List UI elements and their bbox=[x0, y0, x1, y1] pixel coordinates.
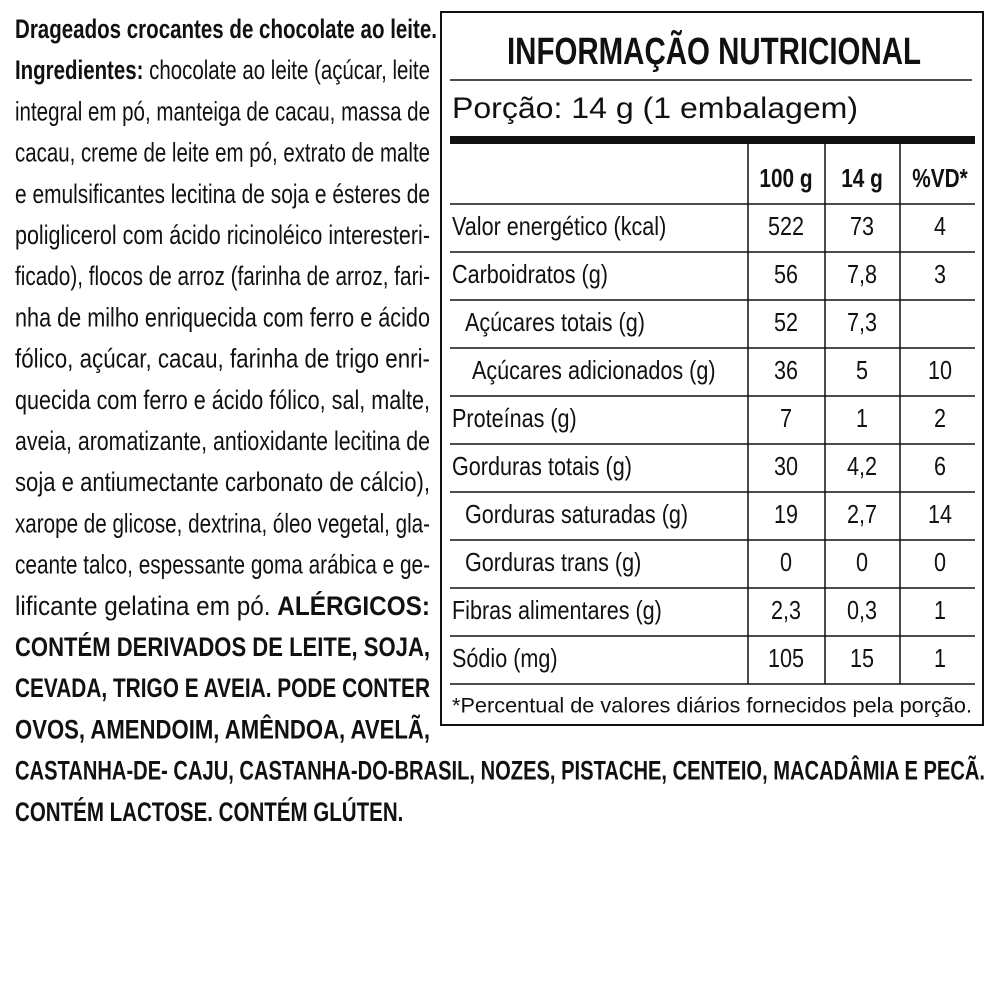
bold-text: CONTÉM LACTOSE. CONTÉM GLÚTEN. bbox=[15, 796, 403, 827]
cell-value: 522 bbox=[768, 211, 804, 241]
cell-value: 52 bbox=[774, 307, 798, 337]
cell-value: 0 bbox=[780, 547, 792, 577]
cell-value: 1 bbox=[934, 595, 946, 625]
ingredient-line: xarope de glicose, dextrina, óleo vegeta… bbox=[15, 509, 430, 539]
ingredient-line: CONTÉM LACTOSE. CONTÉM GLÚTEN. bbox=[15, 796, 403, 827]
body-text: nha de milho enriquecida com ferro e áci… bbox=[15, 303, 430, 333]
cell-value: 7,3 bbox=[847, 307, 877, 337]
body-text: xarope de glicose, dextrina, óleo vegeta… bbox=[15, 509, 430, 539]
body-text: ceante talco, espessante goma arábica e … bbox=[15, 550, 430, 580]
ingredient-line: Ingredientes: chocolate ao leite (açúcar… bbox=[15, 55, 430, 85]
cell-value: 1 bbox=[856, 403, 868, 433]
column-header: 100 g bbox=[759, 163, 812, 193]
cell-value: 0 bbox=[856, 547, 868, 577]
cell-value: 56 bbox=[774, 259, 798, 289]
column-header: 14 g bbox=[841, 163, 883, 193]
ingredient-line: integral em pó, manteiga de cacau, massa… bbox=[15, 97, 430, 127]
cell-value: 36 bbox=[774, 355, 798, 385]
bold-text: CONTÉM DERIVADOS DE LEITE, SOJA, bbox=[15, 631, 430, 662]
portion: Porção: 14 g (1 embalagem) bbox=[452, 92, 858, 125]
ingredient-line: soja e antiumectante carbonato de cálcio… bbox=[15, 467, 430, 497]
ingredient-line: fólico, açúcar, cacau, farinha de trigo … bbox=[15, 344, 430, 374]
table-title: INFORMAÇÃO NUTRICIONAL bbox=[507, 29, 921, 73]
ingredient-line: quecida com ferro e ácido fólico, sal, m… bbox=[15, 385, 430, 415]
ingredient-line: poliglicerol com ácido ricinoléico inter… bbox=[15, 220, 430, 250]
cell-value: 4 bbox=[934, 211, 946, 241]
body-text: quecida com ferro e ácido fólico, sal, m… bbox=[15, 385, 430, 415]
ingredient-line: e emulsificantes lecitina de soja e éste… bbox=[15, 179, 430, 209]
row-label: Açúcares adicionados (g) bbox=[472, 355, 716, 385]
cell-value: 15 bbox=[850, 643, 874, 673]
column-header: %VD* bbox=[912, 163, 968, 193]
ingredient-line: Drageados crocantes de chocolate ao leit… bbox=[15, 14, 437, 44]
ingredient-line: CONTÉM DERIVADOS DE LEITE, SOJA, bbox=[15, 631, 430, 662]
ingredient-line: OVOS, AMENDOIM, AMÊNDOA, AVELÃ, bbox=[15, 714, 430, 745]
ingredient-line: nha de milho enriquecida com ferro e áci… bbox=[15, 303, 430, 333]
cell-value: 7,8 bbox=[847, 259, 877, 289]
footnote: *Percentual de valores diários fornecido… bbox=[452, 695, 972, 718]
bold-text: OVOS, AMENDOIM, AMÊNDOA, AVELÃ, bbox=[15, 714, 430, 745]
cell-value: 105 bbox=[768, 643, 804, 673]
table-frame bbox=[440, 11, 984, 726]
cell-value: 2 bbox=[934, 403, 946, 433]
row-label: Gorduras trans (g) bbox=[465, 547, 641, 577]
cell-value: 5 bbox=[856, 355, 868, 385]
body-text: e emulsificantes lecitina de soja e éste… bbox=[15, 179, 430, 209]
body-text: integral em pó, manteiga de cacau, massa… bbox=[15, 97, 430, 127]
body-text: lificante gelatina em pó. bbox=[15, 591, 277, 621]
ingredient-line: CEVADA, TRIGO E AVEIA. PODE CONTER bbox=[15, 673, 430, 703]
cell-value: 3 bbox=[934, 259, 946, 289]
body-text: soja e antiumectante carbonato de cálcio… bbox=[15, 467, 430, 497]
ingredient-line: CASTANHA-DE- CAJU, CASTANHA-DO-BRASIL, N… bbox=[15, 755, 985, 786]
ingredient-line: cacau, creme de leite em pó, extrato de … bbox=[15, 138, 430, 168]
ingredient-line: ceante talco, espessante goma arábica e … bbox=[15, 550, 430, 580]
body-text: fólico, açúcar, cacau, farinha de trigo … bbox=[15, 344, 430, 374]
row-label: Açúcares totais (g) bbox=[465, 307, 645, 337]
body-text: aveia, aromatizante, antioxidante leciti… bbox=[15, 426, 430, 456]
bold-text: CEVADA, TRIGO E AVEIA. PODE CONTER bbox=[15, 673, 430, 703]
cell-value: 2,7 bbox=[847, 499, 877, 529]
cell-value: 2,3 bbox=[771, 595, 801, 625]
row-label: Gorduras saturadas (g) bbox=[465, 499, 688, 529]
cell-value: 10 bbox=[928, 355, 952, 385]
bold-text: Ingredientes: bbox=[15, 55, 143, 85]
row-label: Fibras alimentares (g) bbox=[452, 595, 662, 625]
body-text: chocolate ao leite (açúcar, leite bbox=[143, 55, 430, 85]
cell-value: 1 bbox=[934, 643, 946, 673]
bold-text: CASTANHA-DE- CAJU, CASTANHA-DO-BRASIL, N… bbox=[15, 755, 985, 786]
row-label: Gorduras totais (g) bbox=[452, 451, 632, 481]
body-text: cacau, creme de leite em pó, extrato de … bbox=[15, 138, 430, 168]
cell-value: 0 bbox=[934, 547, 946, 577]
bold-text: ALÉRGICOS: bbox=[277, 590, 430, 621]
ingredient-line: ficado), flocos de arroz (farinha de arr… bbox=[15, 261, 430, 291]
cell-value: 30 bbox=[774, 451, 798, 481]
cell-value: 73 bbox=[850, 211, 874, 241]
ingredient-line: aveia, aromatizante, antioxidante leciti… bbox=[15, 426, 430, 456]
cell-value: 0,3 bbox=[847, 595, 877, 625]
cell-value: 19 bbox=[774, 499, 798, 529]
bold-text: Drageados crocantes de chocolate ao leit… bbox=[15, 14, 437, 44]
ingredient-line: lificante gelatina em pó. ALÉRGICOS: bbox=[15, 590, 430, 621]
thick-rule bbox=[450, 136, 975, 144]
cell-value: 7 bbox=[780, 403, 792, 433]
cell-value: 14 bbox=[928, 499, 952, 529]
row-label: Sódio (mg) bbox=[452, 643, 558, 673]
body-text: poliglicerol com ácido ricinoléico inter… bbox=[15, 220, 430, 250]
row-label: Carboidratos (g) bbox=[452, 259, 608, 289]
body-text: ficado), flocos de arroz (farinha de arr… bbox=[15, 261, 430, 291]
row-label: Proteínas (g) bbox=[452, 403, 577, 433]
cell-value: 4,2 bbox=[847, 451, 877, 481]
cell-value: 6 bbox=[934, 451, 946, 481]
row-label: Valor energético (kcal) bbox=[452, 211, 666, 241]
